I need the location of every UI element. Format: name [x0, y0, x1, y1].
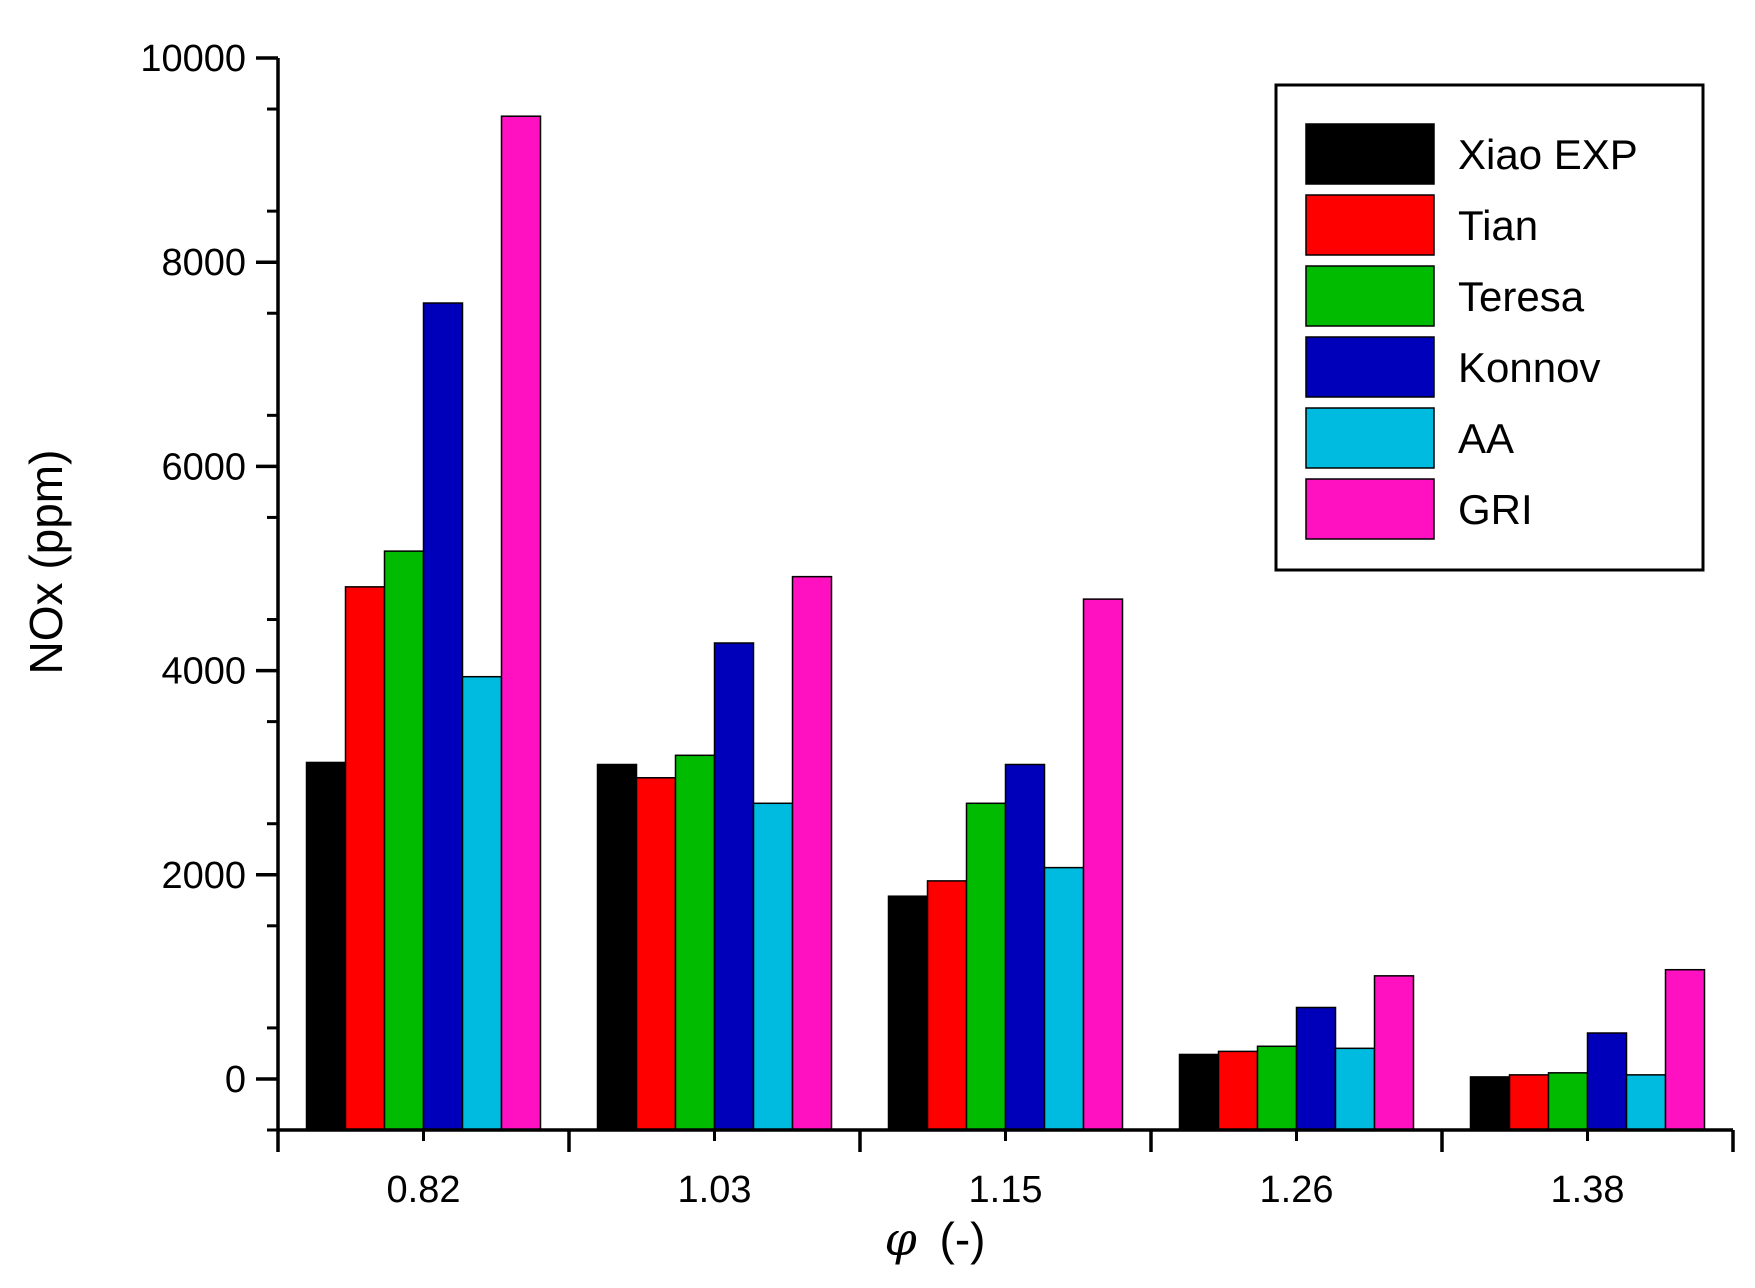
y-tick-label: 10000	[140, 38, 246, 80]
legend-label: Xiao EXP	[1458, 131, 1638, 178]
bar-konnov	[1004, 763, 1046, 1131]
bar-aa	[752, 802, 794, 1131]
bar-aa	[1625, 1074, 1667, 1131]
legend-label: Teresa	[1458, 273, 1585, 320]
legend-label: Konnov	[1458, 344, 1600, 391]
bar-tian	[635, 777, 677, 1131]
bar-konnov	[422, 302, 464, 1131]
bar-tian	[1217, 1050, 1259, 1131]
x-tick-label: 1.26	[1260, 1169, 1334, 1211]
bar-gri	[1082, 598, 1124, 1131]
bar-teresa	[674, 754, 716, 1131]
bar-gri	[1664, 968, 1706, 1131]
x-axis-unit: (-)	[940, 1213, 986, 1265]
legend-label: Tian	[1458, 202, 1538, 249]
bar-teresa	[1547, 1072, 1589, 1131]
bar-aa	[1043, 866, 1085, 1131]
bar-xiao-exp	[596, 763, 638, 1131]
legend-swatch	[1305, 336, 1435, 398]
bars-group	[305, 115, 1706, 1131]
bar-xiao-exp	[887, 895, 929, 1131]
y-tick-label: 4000	[161, 651, 246, 693]
axes-group: 0 2000 4000 6000 8000 10000 0.82 1.03 1.15 1.26 1…	[140, 38, 1735, 1211]
bar-konnov	[713, 642, 755, 1131]
legend-swatch	[1305, 265, 1435, 327]
legend-swatch	[1305, 123, 1435, 185]
bar-teresa	[965, 802, 1007, 1131]
x-tick-label: 0.82	[387, 1169, 461, 1211]
x-ticks-group: 0.82 1.03 1.15 1.26 1.38	[276, 1130, 1735, 1211]
bar-konnov	[1295, 1006, 1337, 1131]
bar-tian	[344, 586, 386, 1131]
y-ticks-group: 0 2000 4000 6000 8000 10000	[140, 38, 278, 1132]
legend-label: AA	[1458, 415, 1514, 462]
y-tick-label: 8000	[161, 242, 246, 284]
y-axis-title: NOx (ppm)	[20, 450, 72, 675]
x-axis-phi-symbol: φ	[885, 1212, 918, 1266]
x-tick-label: 1.38	[1551, 1169, 1625, 1211]
bar-tian	[926, 880, 968, 1131]
bar-tian	[1508, 1074, 1550, 1131]
bar-xiao-exp	[1469, 1076, 1511, 1131]
bar-konnov	[1586, 1032, 1628, 1131]
bar-xiao-exp	[1178, 1053, 1220, 1131]
y-tick-label: 6000	[161, 446, 246, 488]
legend-swatch	[1305, 194, 1435, 256]
y-tick-label: 2000	[161, 855, 246, 897]
legend-swatch	[1305, 407, 1435, 469]
x-axis-title: φ (-)	[885, 1212, 986, 1266]
bar-aa	[461, 675, 503, 1131]
bar-teresa	[383, 550, 425, 1131]
legend-label: GRI	[1458, 486, 1533, 533]
bar-gri	[791, 575, 833, 1131]
y-tick-label: 0	[225, 1059, 246, 1101]
legend: Xiao EXP Tian Teresa Konnov AA GRI	[1274, 83, 1705, 572]
bar-xiao-exp	[305, 761, 347, 1131]
x-tick-label: 1.03	[678, 1169, 752, 1211]
bar-gri	[1373, 975, 1415, 1131]
legend-swatch	[1305, 478, 1435, 540]
bar-gri	[500, 115, 542, 1131]
bar-aa	[1334, 1047, 1376, 1131]
bar-teresa	[1256, 1045, 1298, 1131]
x-tick-label: 1.15	[969, 1169, 1043, 1211]
